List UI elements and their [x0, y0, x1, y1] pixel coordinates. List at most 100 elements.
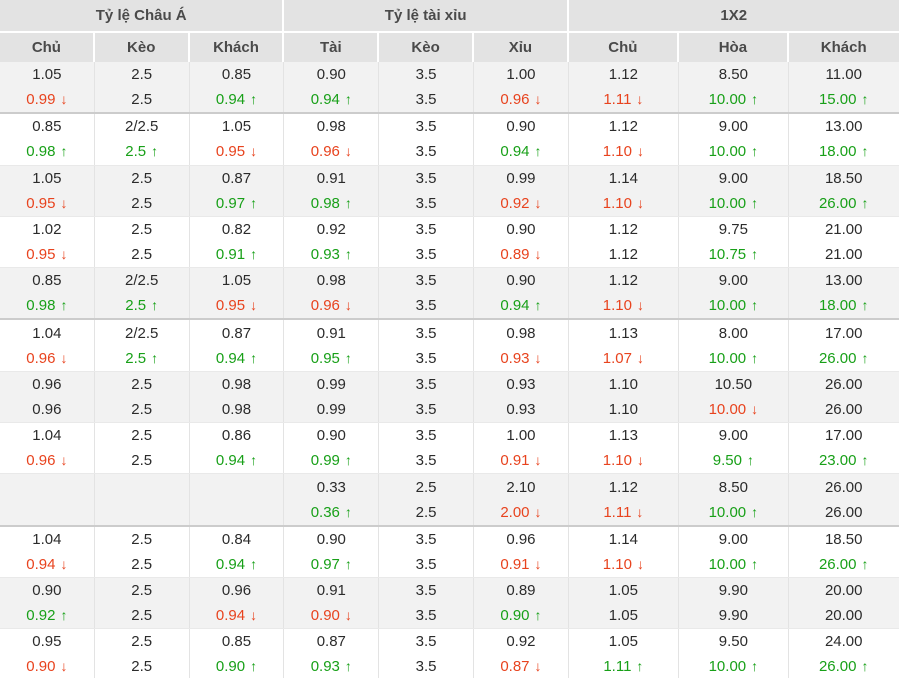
up-arrow-icon: ↑ [250, 658, 258, 675]
odds-cell: 0.98 0.98 [190, 371, 285, 423]
opening-odds-value: 1.05 [221, 118, 252, 136]
opening-odds-value: 9.00 [718, 118, 748, 136]
live-odds-value: 2.5 [125, 297, 147, 315]
live-odds-value: 0.95 [215, 143, 246, 161]
group-header-1x2: 1X2 [568, 0, 899, 33]
live-odds-line: 2.5 ↑ [95, 293, 189, 318]
odds-cell: 0.96 0.94 ↓ [190, 577, 285, 629]
live-odds-line: 0.95 ↓ [190, 139, 284, 164]
live-odds-value: 1.10 [602, 143, 632, 161]
live-odds-value: 1.07 [602, 349, 632, 367]
live-odds-line: 0.94 ↑ [474, 293, 568, 318]
up-arrow-icon: ↑ [534, 607, 542, 624]
odds-cell: 1.13 1.07 ↓ [569, 320, 679, 371]
odds-cell: 17.00 23.00 ↑ [789, 423, 899, 473]
bookmaker-odds-row: 0.85 0.98 ↑ 2/2.5 2.5 ↑ 1.05 0.95 ↓ 0.98 0.96 ↓ 3.5 3… [0, 114, 899, 166]
opening-odds-value: 0.99 [506, 169, 536, 187]
odds-cell: 1.02 0.95 ↓ [0, 216, 95, 268]
live-odds-line: 0.97 ↑ [190, 191, 284, 216]
live-odds-value: 3.5 [415, 400, 437, 418]
opening-odds-value: 2.5 [131, 582, 153, 600]
live-odds-value: 1.11 [603, 91, 632, 109]
opening-odds-value: 1.13 [608, 324, 638, 342]
odds-cell [95, 474, 190, 525]
live-odds-line: 0.94 ↑ [190, 87, 284, 112]
live-odds-line: 0.99 ↓ [0, 87, 94, 112]
odds-cell: 8.50 10.00 ↑ [679, 62, 789, 113]
odds-cell: 0.85 0.98 ↑ [0, 268, 95, 319]
odds-cell: 1.14 1.10 ↓ [569, 165, 679, 216]
down-arrow-icon: ↓ [60, 194, 68, 211]
odds-cell: 1.13 1.10 ↓ [569, 423, 679, 474]
live-odds-line: 1.12 [569, 242, 678, 267]
opening-odds-value: 1.00 [506, 66, 536, 84]
live-odds-value: 0.94 [215, 452, 246, 470]
live-odds-value: 1.10 [602, 297, 632, 315]
live-odds-line: 10.00 ↑ [679, 346, 788, 371]
live-odds-line: 0.91 ↓ [474, 552, 568, 577]
down-arrow-icon: ↓ [751, 400, 759, 417]
opening-odds-value: 0.89 [506, 582, 536, 600]
opening-odds-value: 3.5 [415, 118, 437, 136]
down-arrow-icon: ↓ [60, 452, 68, 469]
opening-odds-value: 2.10 [506, 478, 536, 496]
odds-cell: 9.75 10.75 ↑ [679, 216, 789, 268]
live-odds-line: 0.93 [474, 397, 568, 422]
live-odds-value: 0.94 [215, 555, 246, 573]
odds-cell: 0.86 0.94 ↑ [190, 423, 285, 474]
live-odds-value: 0.96 [310, 143, 340, 161]
live-odds-value: 3.5 [415, 349, 437, 367]
opening-odds-value: 18.50 [824, 169, 863, 187]
live-odds-value: 0.89 [500, 246, 530, 264]
odds-cell: 26.00 26.00 [789, 372, 899, 422]
odds-cell: 1.04 0.96 ↓ [0, 320, 95, 371]
live-odds-value: 10.00 [708, 91, 747, 109]
live-odds-value: 10.00 [708, 349, 747, 367]
live-odds-value: 3.5 [415, 297, 437, 315]
down-arrow-icon: ↓ [60, 555, 68, 572]
up-arrow-icon: ↑ [751, 503, 759, 520]
up-arrow-icon: ↑ [751, 194, 759, 211]
opening-odds-value: 2.5 [131, 530, 153, 548]
live-odds-value: 0.90 [215, 658, 246, 676]
live-odds-value: 3.5 [415, 194, 437, 212]
live-odds-line: 2.5 [95, 654, 189, 678]
live-odds-value: 0.96 [32, 400, 62, 418]
up-arrow-icon: ↑ [151, 143, 159, 160]
live-odds-line: 3.5 [379, 139, 473, 164]
odds-cell: 1.04 0.96 ↓ [0, 423, 95, 474]
up-arrow-icon: ↑ [344, 503, 352, 520]
odds-cell: 0.91 0.95 ↑ [284, 320, 380, 371]
down-arrow-icon: ↓ [60, 349, 68, 366]
live-odds-line: 21.00 [789, 242, 899, 267]
opening-odds-value: 0.91 [316, 324, 346, 342]
opening-odds-value: 8.00 [718, 324, 748, 342]
odds-cell: 9.00 10.00 ↑ [679, 268, 789, 319]
opening-odds-value: 18.50 [824, 530, 863, 548]
live-odds-line: 1.10 ↓ [569, 552, 678, 577]
up-arrow-icon: ↑ [861, 143, 869, 160]
live-odds-line: 0.96 ↓ [474, 87, 568, 112]
down-arrow-icon: ↓ [636, 297, 644, 314]
live-odds-line: 1.10 ↓ [569, 448, 678, 473]
opening-odds-value: 0.90 [316, 530, 346, 548]
up-arrow-icon: ↑ [861, 658, 869, 675]
odds-cell: 0.90 0.94 ↑ [474, 114, 569, 165]
opening-odds-value: 9.50 [718, 633, 748, 651]
opening-odds-value: 1.12 [608, 272, 638, 290]
group-header-over-under: Tỷ lệ tài xỉu [284, 0, 569, 33]
column-header-ou-over: Tài [284, 33, 380, 62]
column-header-ah-away: Khách [189, 33, 285, 62]
up-arrow-icon: ↑ [250, 452, 258, 469]
live-odds-line: 0.95 ↓ [0, 191, 94, 216]
odds-cell: 3.5 3.5 [379, 114, 474, 165]
odds-cell: 2.5 2.5 [379, 474, 474, 525]
column-header-1x2-home: Chủ [568, 33, 679, 62]
opening-odds-value: 0.87 [221, 169, 252, 187]
up-arrow-icon: ↑ [250, 349, 258, 366]
up-arrow-icon: ↑ [861, 349, 869, 366]
opening-odds-value: 9.00 [718, 530, 748, 548]
up-arrow-icon: ↑ [60, 607, 68, 624]
live-odds-value: 0.97 [310, 555, 340, 573]
odds-cell: 9.00 10.00 ↑ [679, 526, 789, 577]
